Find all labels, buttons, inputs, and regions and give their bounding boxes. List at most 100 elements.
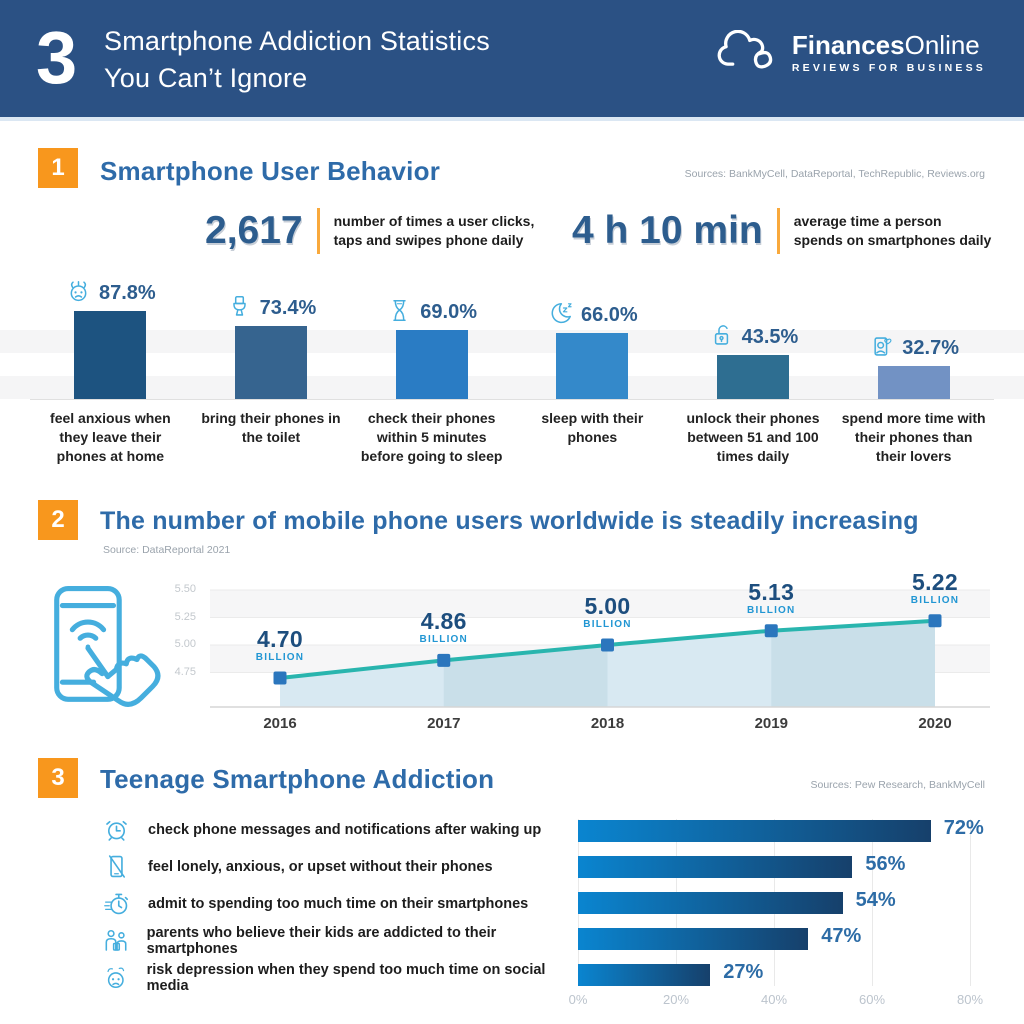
- y-axis-tick: 5.50: [174, 583, 196, 595]
- teen-addiction-list: check phone messages and notifications a…: [102, 811, 570, 996]
- list-item-text: risk depression when they spend too much…: [146, 961, 546, 994]
- list-item: feel lonely, anxious, or upset without t…: [102, 848, 570, 885]
- bar-percent: 56%: [865, 853, 906, 875]
- hbar-row: 27%: [578, 961, 1008, 986]
- hbar-row: 56%: [578, 853, 1008, 878]
- data-point-marker: [601, 638, 614, 652]
- stat-value: 2,617: [205, 209, 303, 252]
- bar-column: 66.0%: [512, 300, 673, 399]
- bar-percent: 54%: [855, 889, 896, 911]
- data-point-unit: BILLION: [910, 594, 960, 606]
- bar-caption: sleep with their phones: [541, 410, 644, 445]
- hbar-row: 54%: [578, 889, 1008, 914]
- x-axis-tick: 80%: [956, 992, 984, 1007]
- anxious-face-icon: [70, 281, 87, 302]
- bar-percent: 43.5%: [741, 326, 799, 348]
- data-point-marker: [437, 653, 451, 667]
- data-point-value: 5.00: [584, 593, 631, 619]
- bar-label: 32.7%: [868, 333, 959, 360]
- phone-lover-icon: [874, 337, 892, 356]
- stat-divider: [316, 208, 320, 254]
- y-axis-tick: 5.00: [174, 638, 196, 650]
- bar-percent: 69.0%: [420, 301, 478, 323]
- stat-desc: number of times a user clicks, taps and …: [333, 213, 535, 248]
- cloud-logo-icon: [714, 30, 780, 74]
- list-item-text: admit to spending too much time on their…: [148, 895, 529, 912]
- bar-column: 73.4%: [191, 293, 352, 399]
- list-item: parents who believe their kids are addic…: [102, 922, 570, 959]
- bar-percent: 47%: [821, 925, 862, 947]
- section3-title: Teenage Smartphone Addiction: [100, 764, 495, 794]
- bar: [578, 928, 809, 950]
- bar-label: 87.8%: [65, 278, 156, 305]
- user-behavior-bar-chart: 87.8% 73.4% 69.0% 66.0% 43.5% 32.7%: [30, 262, 994, 399]
- bar-percent: 87.8%: [98, 282, 156, 304]
- bar-label: 69.0%: [386, 297, 477, 324]
- section1-sources: Sources: BankMyCell, DataReportal, TechR…: [684, 168, 985, 180]
- x-axis-tick: 0%: [568, 992, 588, 1007]
- bar-percent: 27%: [723, 961, 764, 983]
- data-point-marker: [928, 614, 942, 628]
- bar-caption: spend more time with their phones than t…: [841, 410, 986, 464]
- bar-percent: 72%: [943, 817, 984, 839]
- bar-percent: 73.4%: [259, 297, 317, 319]
- data-point-label: 5.00 BILLION: [553, 593, 663, 631]
- bar-percent: 32.7%: [902, 337, 960, 359]
- section2-source: Source: DataReportal 2021: [103, 544, 231, 556]
- data-point-unit: BILLION: [583, 619, 632, 630]
- section2-badge: 2: [38, 500, 78, 540]
- bar: [877, 366, 950, 399]
- data-point-value: 4.70: [257, 626, 303, 652]
- header: 3 Smartphone Addiction Statistics You Ca…: [0, 0, 1024, 117]
- tap-phone-icon: [54, 585, 161, 707]
- stopwatch-icon: [104, 893, 129, 915]
- area-chart-canvas: [210, 589, 990, 708]
- x-axis-tick: 20%: [662, 992, 690, 1007]
- y-axis-tick: 4.75: [174, 665, 196, 678]
- bar: [74, 311, 147, 399]
- x-axis-tick: 40%: [760, 992, 788, 1007]
- x-axis-label: 2020: [918, 715, 952, 732]
- hbar-row: 72%: [578, 817, 1008, 842]
- data-point-value: 5.13: [748, 578, 795, 605]
- data-point-value: 5.22: [912, 568, 958, 595]
- bar-column: 87.8%: [30, 278, 191, 399]
- data-point-marker: [764, 624, 778, 638]
- toilet-icon: [232, 296, 246, 316]
- list-item-text: check phone messages and notifications a…: [148, 821, 542, 838]
- bar: [556, 333, 629, 399]
- section3-badge: 3: [38, 758, 78, 798]
- brand-tagline: REVIEWS FOR BUSINESS: [791, 61, 986, 74]
- bar: [578, 820, 931, 842]
- x-axis-label: 2018: [590, 715, 625, 732]
- moon-sleep-icon: [551, 303, 572, 324]
- header-divider: [0, 117, 1024, 121]
- bar: [716, 355, 789, 399]
- gridline: [970, 819, 971, 986]
- list-item-text: parents who believe their kids are addic…: [146, 924, 497, 957]
- tap-phone-icon: [34, 580, 176, 722]
- family-icon: [105, 929, 127, 951]
- bar: [578, 964, 711, 986]
- data-point-unit: BILLION: [419, 634, 468, 646]
- unlock-icon: [714, 325, 728, 345]
- gridline: [872, 819, 873, 986]
- header-count: 3: [36, 16, 78, 99]
- list-item: check phone messages and notifications a…: [102, 811, 570, 848]
- bar-caption: unlock their phones between 51 and 100 t…: [686, 410, 820, 464]
- bar: [578, 892, 843, 914]
- x-axis-label: 2016: [263, 715, 297, 732]
- bar: [234, 326, 307, 399]
- section1-badge: 1: [38, 148, 78, 188]
- data-point-label: 4.86 BILLION: [389, 609, 499, 646]
- page-title: Smartphone Addiction Statistics You Can’…: [104, 23, 490, 97]
- bar-column: 43.5%: [673, 322, 834, 399]
- list-item-text: feel lonely, anxious, or upset without t…: [148, 858, 493, 875]
- section1-axis-line: [30, 399, 994, 400]
- list-item: admit to spending too much time on their…: [102, 885, 570, 922]
- page-title-line2: You Can’t Ignore: [104, 63, 308, 93]
- bar-label: 43.5%: [708, 322, 799, 349]
- stat-taps-daily: 2,617 number of times a user clicks, tap…: [205, 208, 550, 254]
- stat-value: 4 h 10 min: [572, 209, 763, 252]
